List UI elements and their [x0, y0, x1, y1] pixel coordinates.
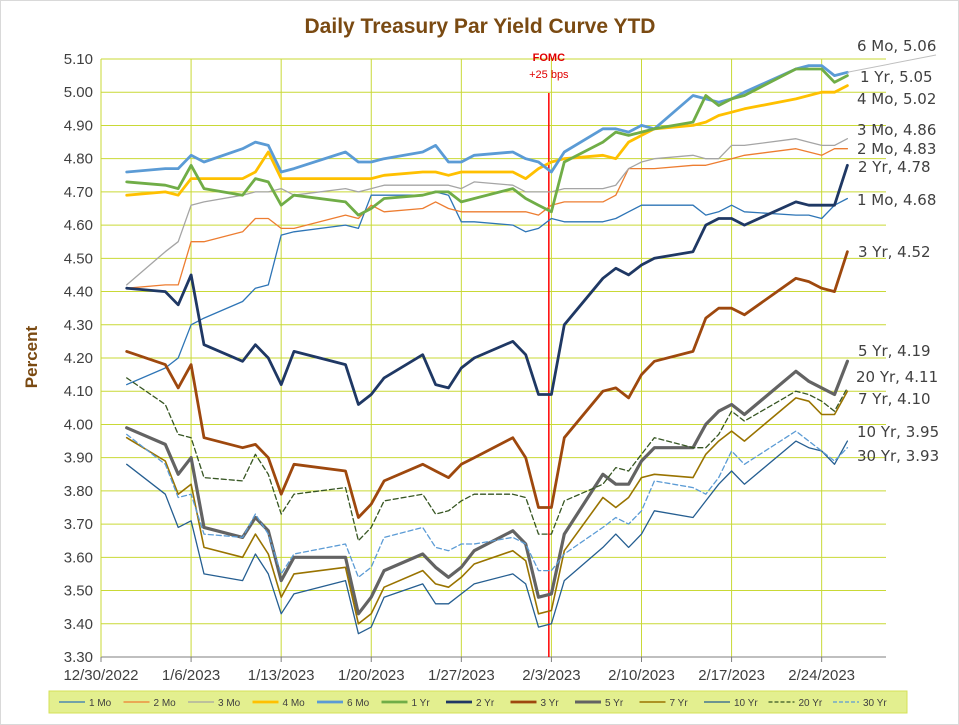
end-label-7-yr: 7 Yr, 4.10	[858, 390, 931, 408]
y-tick-label: 4.10	[64, 383, 93, 400]
x-tick-label: 1/20/2023	[338, 667, 405, 684]
y-axis-ticks: 3.30 3.40 3.50 3.60 3.70 3.80 3.90 4.00 4.10 4.20…	[64, 51, 93, 666]
end-label-2-mo: 2 Mo, 4.83	[857, 140, 936, 158]
end-label-2-yr: 2 Yr, 4.78	[858, 158, 931, 176]
series-line-7-yr	[125, 390, 849, 625]
fomc-sublabel: +25 bps	[529, 69, 569, 81]
y-tick-label: 4.60	[64, 217, 93, 234]
fomc-label: FOMC	[533, 52, 565, 64]
end-label-3-yr: 3 Yr, 4.52	[858, 243, 931, 261]
series-line-2-mo	[126, 148, 849, 289]
y-tick-label: 3.60	[64, 549, 93, 566]
leader-line-6-mo	[847, 54, 937, 73]
legend-label: 3 Yr	[541, 698, 560, 709]
series-line-4-mo	[125, 84, 849, 197]
y-tick-label: 4.50	[64, 250, 93, 267]
legend-box	[48, 690, 908, 714]
legend-label: 1 Mo	[89, 698, 112, 709]
legend-label: 6 Mo	[347, 698, 370, 709]
legend-label: 7 Yr	[670, 698, 689, 709]
legend-label: 4 Mo	[283, 698, 306, 709]
legend-label: 20 Yr	[799, 698, 823, 709]
series-line-10-yr	[126, 440, 849, 635]
y-tick-label: 3.40	[64, 616, 93, 633]
legend: 1 Mo 2 Mo 3 Mo 4 Mo 6 Mo 1 Yr 2 Yr 3 Yr 5 Yr 7 Yr…	[48, 690, 908, 714]
x-tick-label: 1/13/2023	[248, 667, 315, 684]
y-tick-label: 4.80	[64, 151, 93, 168]
x-tick-label: 12/30/2022	[63, 667, 138, 684]
legend-label: 1 Yr	[412, 698, 431, 709]
legend-label: 5 Yr	[605, 698, 624, 709]
series-line-3-yr	[125, 250, 849, 519]
y-tick-label: 5.00	[64, 84, 93, 101]
x-tick-label: 2/3/2023	[522, 667, 580, 684]
series-end-labels: 1 Mo, 4.68 2 Mo, 4.833 Mo, 4.86 4 Mo, 5.02…	[847, 37, 939, 465]
y-tick-label: 3.90	[64, 450, 93, 467]
series-line-2-yr	[125, 163, 849, 406]
legend-label: 2 Mo	[154, 698, 177, 709]
y-axis-label: Percent	[22, 325, 41, 388]
end-label-10-yr: 10 Yr, 3.95	[857, 423, 939, 441]
legend-label: 10 Yr	[734, 698, 758, 709]
end-label-5-yr: 5 Yr, 4.19	[858, 342, 931, 360]
x-axis-ticks: 12/30/2022 1/6/2023 1/13/2023 1/20/2023 1/27…	[63, 657, 855, 684]
x-tick-label: 1/6/2023	[162, 667, 220, 684]
x-tick-label: 1/27/2023	[428, 667, 495, 684]
series-line-20-yr	[126, 377, 849, 542]
y-tick-label: 4.30	[64, 317, 93, 334]
series-lines	[125, 64, 850, 635]
end-label-30-yr: 30 Yr, 3.93	[857, 447, 939, 465]
end-label-1-mo: 1 Mo, 4.68	[857, 191, 936, 209]
y-tick-label: 4.20	[64, 350, 93, 367]
x-tick-label: 2/24/2023	[788, 667, 855, 684]
y-tick-label: 4.90	[64, 117, 93, 134]
end-label-6-mo: 6 Mo, 5.06	[857, 37, 936, 55]
series-line-3-mo	[126, 138, 849, 286]
end-label-3-mo: 3 Mo, 4.86	[857, 121, 936, 139]
end-label-20-yr: 20 Yr, 4.11	[856, 368, 938, 386]
y-tick-label: 4.70	[64, 184, 93, 201]
y-tick-label: 3.30	[64, 649, 93, 666]
chart-title: Daily Treasury Par Yield Curve YTD	[305, 15, 656, 38]
series-line-1-mo	[126, 191, 849, 386]
x-tick-label: 2/17/2023	[698, 667, 765, 684]
y-tick-label: 4.40	[64, 284, 93, 301]
y-tick-label: 5.10	[64, 51, 93, 68]
gridlines	[100, 58, 886, 658]
end-label-1-yr: 1 Yr, 5.05	[860, 68, 933, 86]
y-tick-label: 3.70	[64, 516, 93, 533]
y-tick-label: 4.00	[64, 416, 93, 433]
legend-label: 30 Yr	[863, 698, 887, 709]
x-tick-label: 2/10/2023	[608, 667, 675, 684]
legend-label: 3 Mo	[218, 698, 241, 709]
legend-label: 2 Yr	[476, 698, 495, 709]
series-line-30-yr	[126, 430, 849, 578]
fomc-annotation: FOMC +25 bps	[529, 52, 569, 657]
axes	[100, 59, 886, 658]
series-line-5-yr	[125, 359, 850, 616]
series-line-1-yr	[125, 67, 849, 217]
end-label-4-mo: 4 Mo, 5.02	[857, 90, 936, 108]
y-tick-label: 3.50	[64, 583, 93, 600]
y-tick-label: 3.80	[64, 483, 93, 500]
